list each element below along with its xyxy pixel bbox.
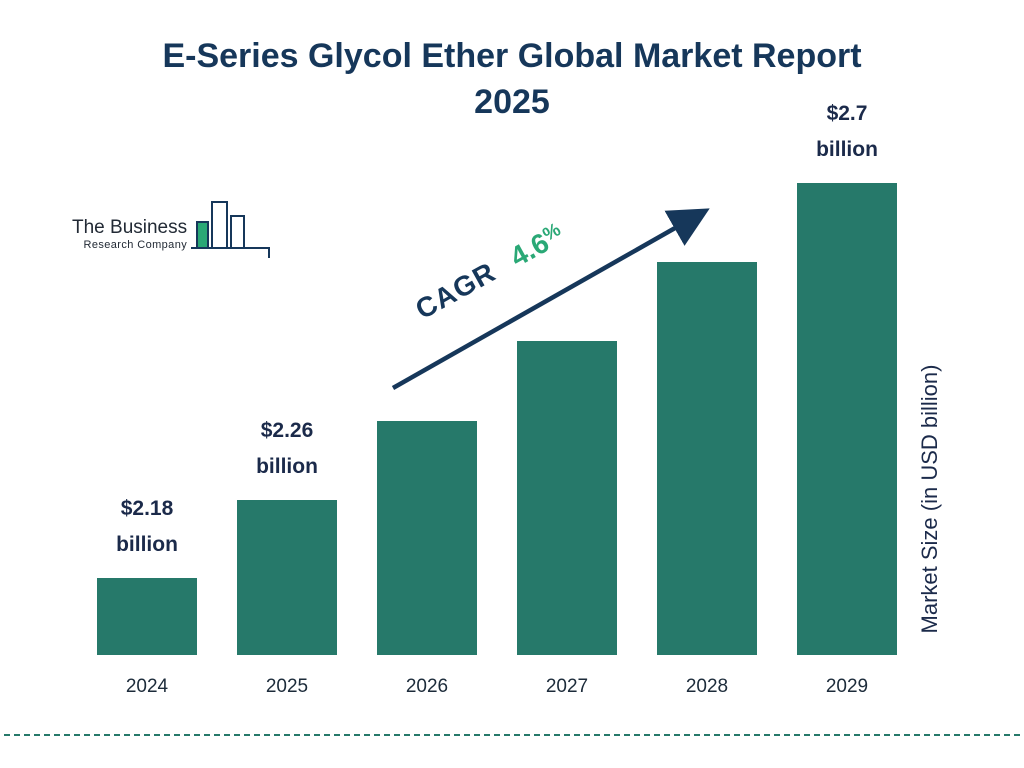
x-axis-label-2024: 2024 [125,676,169,697]
bar-2027 [517,341,617,655]
x-axis-label-2029: 2029 [825,676,869,697]
x-axis-label-2025: 2025 [265,676,309,697]
logo-subname: Research Company [83,238,188,251]
bar-2025 [237,500,337,655]
cagr-label: CAGR [410,256,501,326]
x-axis-label-2026: 2026 [405,676,449,697]
company-logo: The Business Research Company [72,196,287,265]
bar-2029 [797,183,897,655]
y-axis-title: Market Size (in USD billion) [917,364,942,634]
data-label-2029: $2.7 billion [816,101,878,162]
data-label-2025: $2.26 billion [256,418,318,479]
x-axis-label-2027: 2027 [545,676,589,697]
bar-2026 [377,421,477,655]
bar-2028 [657,262,757,655]
bar-2024 [97,578,197,655]
bottom-dashed-divider [4,734,1020,736]
data-label-2024: $2.18 billion [116,496,178,557]
x-axis-label-2028: 2028 [685,676,729,697]
page-title-line2: 2025 [474,82,550,121]
page-title-line1: E-Series Glycol Ether Global Market Repo… [162,37,862,75]
logo-name: The Business [72,217,188,239]
cagr-annotation: CAGR 4.6% [410,218,569,326]
page-title: E-Series Glycol Ether Global Market Repo… [0,34,1024,126]
company-logo-text: The Business Research Company [72,217,188,265]
cagr-value: 4.6% [504,219,565,273]
bar-chart-logo-icon [191,196,287,265]
